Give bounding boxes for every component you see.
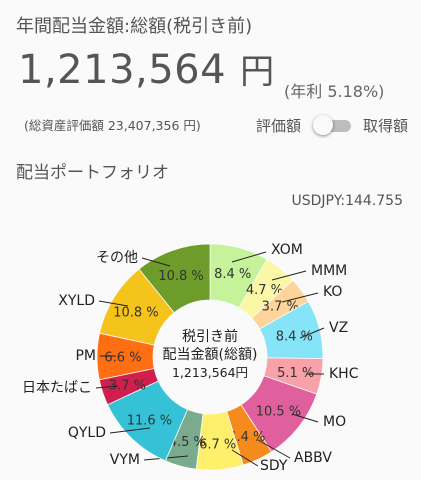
slice-name-label: XOM — [271, 242, 303, 258]
toggle-label-valuation: 評価額 — [256, 116, 302, 135]
slice-percent-label: 4.4 % — [228, 430, 265, 445]
slice-name-label: XYLD — [58, 293, 95, 309]
slice-name-label: SDY — [260, 458, 288, 474]
slice-percent-label: 6.6 % — [104, 351, 141, 366]
callout-line — [291, 413, 319, 423]
section-title: 配当ポートフォリオ — [16, 163, 169, 183]
valuation-basis-switch[interactable] — [313, 114, 353, 136]
callout-line — [271, 270, 307, 281]
valuation-toggle-group: 評価額 取得額 — [256, 114, 408, 136]
callout-line — [98, 300, 129, 307]
slice-percent-label: 11.6 % — [127, 413, 172, 428]
donut-slice-その他[interactable] — [138, 243, 211, 314]
total-asset-value: (総資産評価額 23,407,356 円) — [24, 118, 201, 133]
slice-percent-label: 10.5 % — [256, 405, 301, 420]
annual-yield: (年利 5.18%) — [284, 82, 385, 101]
slice-name-label: MO — [323, 414, 346, 430]
callout-line — [231, 449, 259, 467]
total-dividend: 1,213,564 円 — [18, 44, 274, 93]
callout-line — [141, 257, 171, 267]
slice-percent-label: 10.8 % — [113, 305, 158, 320]
slice-percent-label: 3.7 % — [262, 300, 299, 315]
slice-name-label: KHC — [329, 366, 359, 382]
total-dividend-amount: 1,213,564 — [18, 47, 227, 93]
slice-name-label: MMM — [311, 263, 347, 279]
callout-line — [109, 427, 151, 434]
slice-percent-label: 5.1 % — [277, 366, 314, 381]
donut-center-text: 1,213,564円 — [172, 365, 248, 380]
slice-percent-label: 3.7 % — [109, 378, 146, 393]
callout-line — [281, 292, 319, 303]
slice-name-label: VZ — [329, 320, 348, 336]
callout-line — [231, 251, 267, 263]
slice-percent-label: 8.4 % — [214, 267, 251, 282]
slice-name-label: PM — [75, 348, 96, 364]
slice-percent-label: 4.5 % — [169, 435, 206, 450]
slice-percent-label: 8.4 % — [276, 329, 313, 344]
page-title: 年間配当金額:総額(税引き前) — [16, 16, 253, 37]
slice-name-label: QYLD — [68, 425, 106, 441]
slice-percent-label: 10.8 % — [158, 269, 203, 284]
slice-name-label: ABBV — [294, 450, 332, 466]
slice-percent-label: 6.7 % — [199, 438, 236, 453]
toggle-label-acquisition: 取得額 — [363, 116, 409, 135]
slice-name-label: 日本たばこ — [22, 380, 92, 396]
slice-name-label: その他 — [96, 250, 138, 266]
slice-percent-label: 4.7 % — [246, 283, 283, 298]
donut-center-text: 配当金額(総額) — [163, 347, 258, 363]
callout-line — [299, 327, 325, 339]
slice-name-label: KO — [323, 284, 342, 300]
donut-center-text: 税引き前 — [182, 328, 238, 345]
total-dividend-unit: 円 — [240, 52, 275, 92]
slice-name-label: VYM — [110, 452, 140, 468]
fx-rate: USDJPY:144.755 — [291, 193, 403, 209]
switch-knob — [313, 115, 334, 135]
callout-line — [257, 439, 291, 459]
callout-line — [95, 385, 119, 389]
